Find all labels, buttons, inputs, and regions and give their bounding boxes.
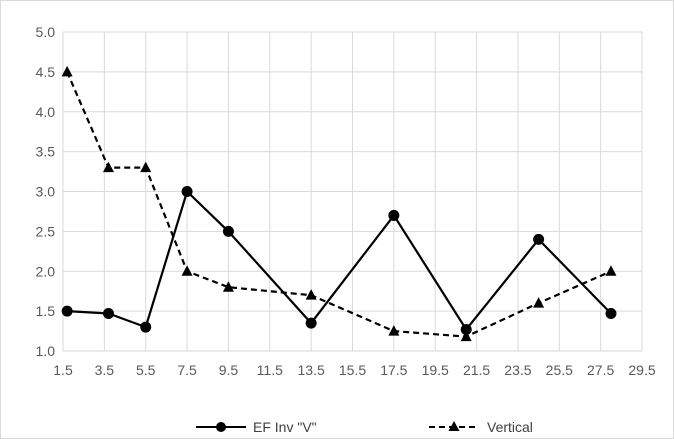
y-tick-label: 3.5	[36, 144, 56, 160]
legend-item-vertical: Vertical	[429, 419, 533, 435]
data-point	[388, 325, 400, 336]
y-tick-label: 2.0	[36, 263, 56, 279]
legend-swatch-ef-inv-v-marker	[216, 422, 226, 432]
series-line-0	[67, 189, 612, 332]
x-tick-label: 1.5	[53, 362, 73, 378]
data-point	[181, 186, 193, 197]
x-tick-label: 23.5	[504, 362, 531, 378]
x-tick-label: 25.5	[546, 362, 573, 378]
data-point	[61, 305, 73, 317]
data-point	[222, 225, 234, 237]
data-point	[61, 65, 73, 77]
legend-label-vertical: Vertical	[487, 419, 533, 435]
data-point	[305, 317, 317, 329]
x-tick-label: 15.5	[339, 362, 366, 378]
data-point	[388, 209, 400, 221]
series-1	[61, 65, 617, 342]
data-point	[140, 161, 152, 173]
y-tick-label: 1.5	[36, 303, 56, 319]
legend-item-ef-inv-v: EF Inv "V"	[196, 419, 317, 435]
x-tick-label: 9.5	[219, 362, 239, 378]
data-point	[102, 161, 114, 173]
data-point	[533, 233, 545, 245]
data-point	[533, 297, 545, 308]
data-point	[102, 308, 114, 320]
x-tick-label: 29.5	[628, 362, 655, 378]
data-point	[605, 265, 617, 276]
y-axis-tick-labels: 1.0 1.5 2.0 2.5 3.0 3.5 4.0 4.5 5.0	[36, 24, 56, 359]
x-tick-label: 21.5	[463, 362, 490, 378]
y-tick-label: 5.0	[36, 24, 56, 40]
data-point	[605, 308, 617, 320]
data-point	[181, 265, 193, 276]
data-point	[460, 323, 472, 335]
legend: EF Inv "V" Vertical	[196, 419, 533, 435]
legend-swatch-vertical-marker	[448, 421, 460, 431]
x-tick-label: 17.5	[380, 362, 407, 378]
x-tick-label: 7.5	[177, 362, 197, 378]
grid-lines	[62, 31, 643, 352]
y-tick-label: 2.5	[36, 223, 56, 239]
y-tick-label: 3.0	[36, 184, 56, 200]
x-tick-label: 5.5	[136, 362, 156, 378]
data-point	[305, 289, 317, 300]
x-axis-tick-labels: 1.5 3.5 5.5 7.5 9.5 11.5 13.5 15.5 17.5 19.5 21.5 2…	[53, 362, 656, 378]
y-tick-label: 1.0	[36, 343, 56, 359]
x-tick-label: 3.5	[95, 362, 115, 378]
y-tick-label: 4.5	[36, 64, 56, 80]
y-tick-label: 4.0	[36, 104, 56, 120]
series-line-1	[66, 71, 612, 338]
data-point	[460, 330, 472, 342]
legend-label-ef-inv-v: EF Inv "V"	[253, 419, 317, 435]
data-point	[140, 321, 152, 333]
series-0	[61, 186, 617, 335]
data-point	[222, 281, 234, 292]
x-tick-label: 11.5	[257, 362, 283, 378]
series-layer	[61, 65, 617, 342]
x-tick-label: 27.5	[587, 362, 614, 378]
x-tick-label: 19.5	[422, 362, 449, 378]
x-tick-label: 13.5	[298, 362, 325, 378]
